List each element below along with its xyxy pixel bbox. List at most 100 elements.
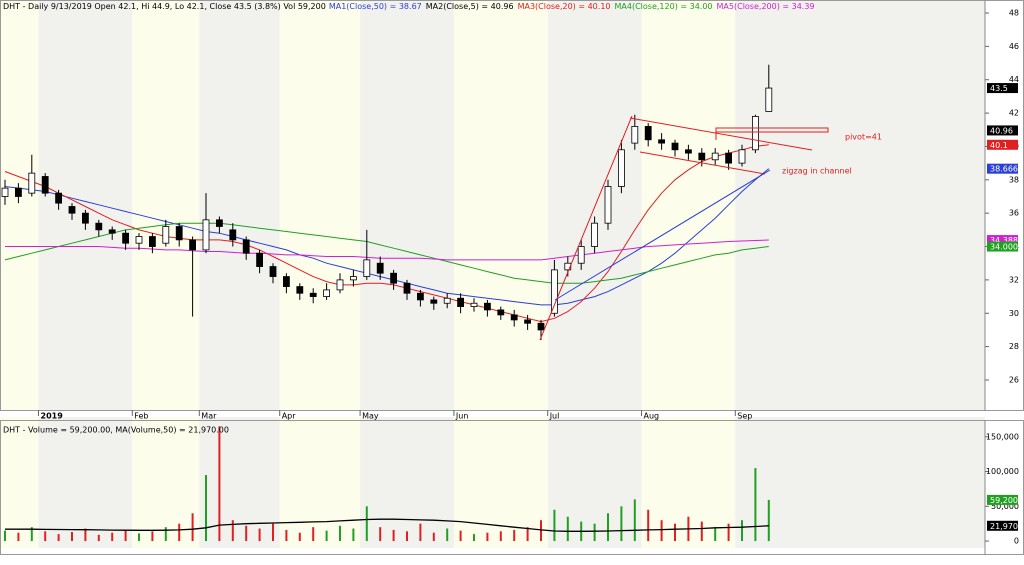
y-tick-label: 28 [1009, 342, 1019, 351]
candle-body [752, 116, 759, 151]
value-badge-label: 34.3882 [990, 236, 1023, 245]
candle-body [416, 292, 424, 301]
value-badge [987, 139, 1018, 150]
volume-bar [84, 528, 87, 542]
candle-body [296, 286, 304, 294]
candle-body [68, 206, 76, 214]
candle-body [457, 297, 465, 307]
volume-bar [272, 523, 274, 542]
month-band [0, 417, 39, 548]
y-tick-label: 46 [1009, 42, 1019, 51]
y-tick-label: 150,000 [986, 432, 1019, 441]
volume-bar [593, 523, 596, 542]
x-tick-label: 2019 [41, 412, 64, 421]
volume-bar [607, 513, 609, 542]
volume-bar [285, 529, 288, 542]
volume-bar [17, 532, 20, 542]
volume-bar [620, 506, 623, 542]
price-axis-bg [985, 1, 1023, 410]
month-band [132, 417, 200, 548]
candle-body [95, 222, 103, 231]
month-band [360, 0, 454, 410]
candle-body [644, 126, 652, 141]
candle-body [122, 232, 129, 244]
legend-entry: MA1(Close,50) = 38.67 [329, 2, 422, 11]
volume-bar [178, 523, 181, 542]
volume-bar [191, 513, 194, 542]
candle-body [336, 279, 344, 291]
volume-bar [513, 529, 516, 542]
volume-bar [205, 475, 207, 542]
volume-bar [473, 534, 475, 542]
volume-bar [754, 468, 757, 542]
value-badge-label: 21,970 [990, 522, 1018, 531]
candle-body [618, 149, 625, 187]
candle-body [698, 152, 706, 161]
candle-body [175, 226, 183, 241]
candle-body [256, 252, 264, 267]
value-badge-label: 43.5 [990, 84, 1008, 93]
x-tick-label: Sep [737, 412, 752, 421]
volume-bar [700, 521, 703, 542]
candle-body [497, 309, 505, 316]
month-band [453, 0, 548, 410]
y-tick-label: 44 [1009, 75, 1019, 84]
value-badge-label: 40.1 [990, 141, 1008, 150]
candle-body [483, 302, 491, 311]
month-band [199, 0, 280, 410]
volume-bar [674, 523, 676, 542]
volume-bar [138, 533, 140, 542]
candle-body [738, 149, 746, 164]
candle-body [551, 269, 558, 314]
value-badge-label: 59,200 [990, 496, 1018, 505]
volume-bar [245, 525, 248, 542]
candle-body [631, 126, 639, 144]
volume-bar [727, 523, 730, 542]
candle-body [671, 142, 679, 151]
volume-bar [71, 532, 73, 542]
volume-bar [124, 529, 127, 542]
volume-bar [741, 520, 743, 542]
volume-bar [526, 527, 529, 542]
month-band [0, 0, 39, 410]
volume-bar [4, 530, 6, 542]
plot-area: 2019FebMarAprMayJunJulAugSep262830323436… [1, 2, 1023, 546]
volume-bar [432, 532, 435, 542]
value-badge [987, 241, 1018, 252]
volume-bar [553, 509, 556, 542]
volume-bar [499, 531, 502, 542]
y-tick-label: 36 [1009, 209, 1019, 218]
month-band [279, 417, 361, 548]
candle-body [470, 302, 478, 307]
moving-average [4, 168, 770, 306]
candle-body [591, 222, 598, 247]
month-band [735, 417, 985, 548]
volume-bar [151, 531, 154, 542]
month-band [735, 0, 985, 410]
volume-bar [44, 531, 47, 542]
value-badge [987, 235, 1018, 246]
candle-body [430, 299, 438, 304]
candle-body [309, 292, 317, 297]
x-tick-label: Jun [455, 412, 469, 421]
volume-bar [379, 527, 382, 542]
candle-body [1, 187, 9, 197]
drawings [539, 115, 829, 341]
candle-body [765, 87, 773, 112]
candle-body [711, 152, 719, 161]
volume-bar [419, 523, 422, 542]
x-tick-label: Jul [549, 412, 560, 421]
volume-bar [339, 525, 341, 542]
candle-body [135, 236, 143, 244]
moving-average [4, 222, 769, 284]
value-badge [987, 125, 1018, 136]
y-tick-label: 42 [1009, 109, 1019, 118]
annotation: pivot=41 [845, 133, 882, 142]
volume-bar [459, 530, 462, 542]
volume-bar [486, 532, 489, 542]
candle-body [55, 192, 62, 204]
candle-body [443, 297, 451, 304]
candle-body [269, 266, 277, 277]
